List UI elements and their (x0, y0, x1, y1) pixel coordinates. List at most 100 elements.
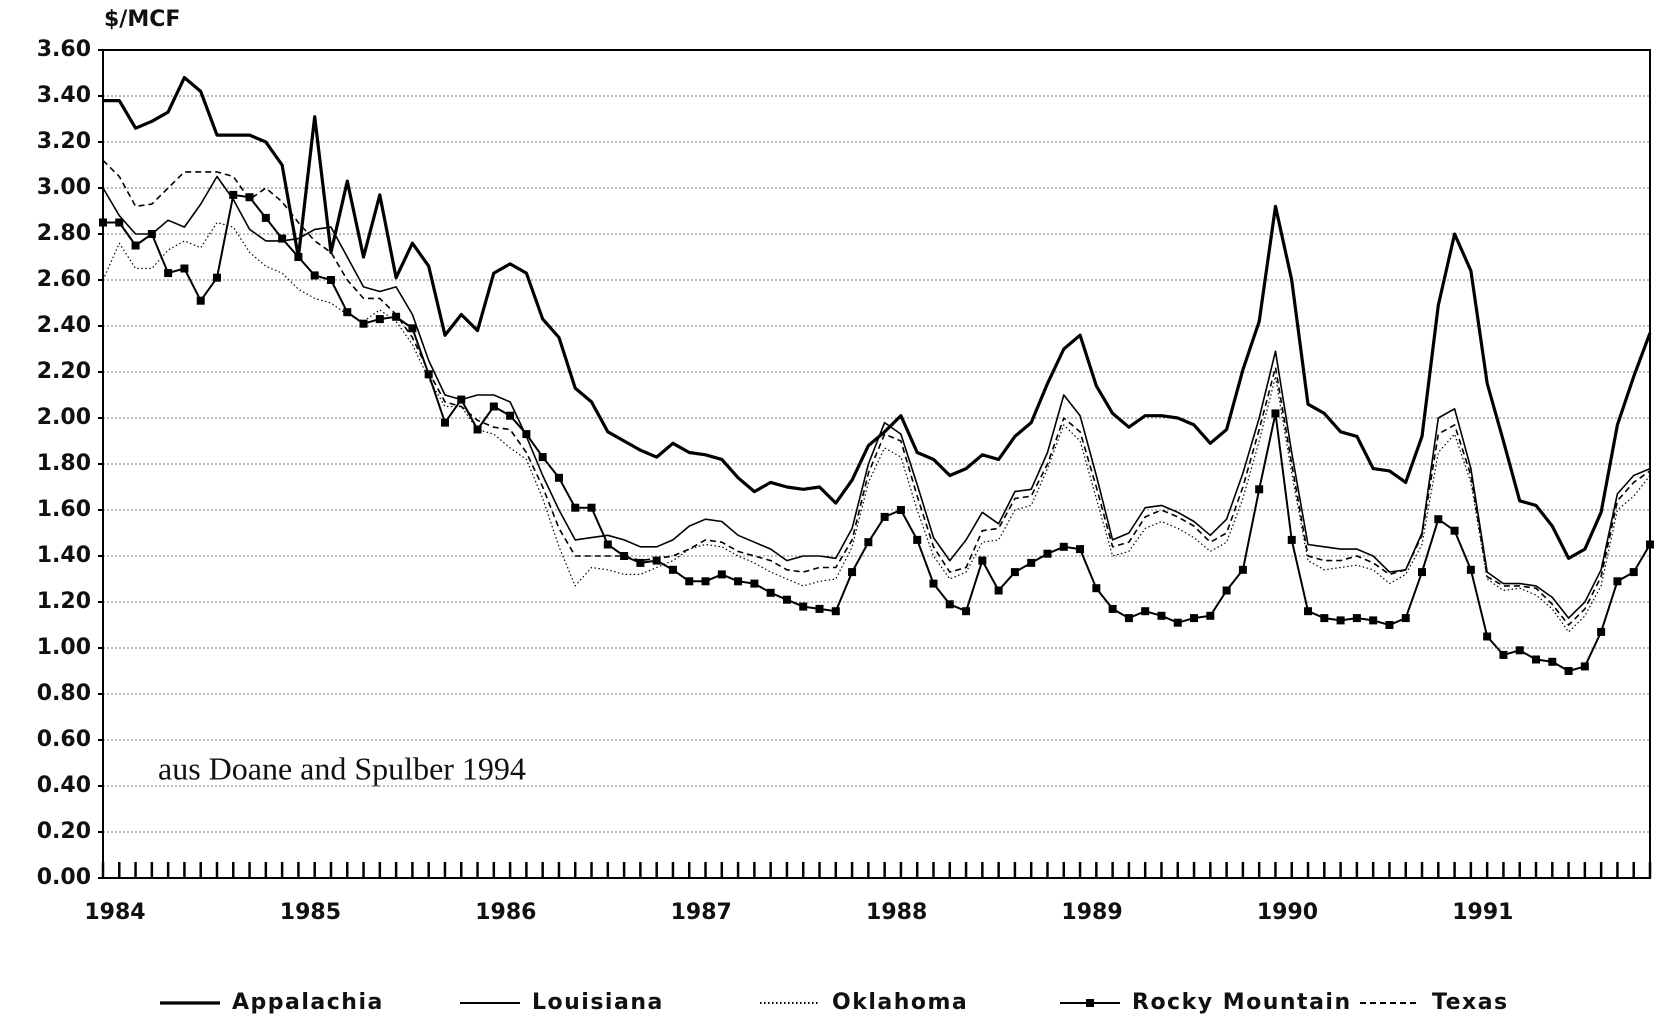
x-tick-label: 1990 (1257, 900, 1318, 925)
point-marker (717, 570, 726, 579)
point-marker (750, 579, 759, 588)
y-tick-label: 0.20 (37, 819, 91, 844)
point-marker (880, 512, 889, 521)
point-marker (1076, 545, 1085, 554)
point-marker (1466, 565, 1475, 574)
point-marker (815, 604, 824, 613)
point-marker (636, 558, 645, 567)
point-marker (506, 411, 515, 420)
y-tick-label: 1.80 (37, 451, 91, 476)
x-tick-label: 1986 (475, 900, 536, 925)
x-tick-label: 1987 (671, 900, 732, 925)
point-marker (1580, 662, 1589, 671)
point-marker (896, 506, 905, 514)
point-marker (1515, 646, 1524, 655)
point-marker (603, 540, 612, 549)
point-marker (1548, 657, 1557, 666)
point-marker (587, 503, 596, 512)
y-tick-label: 3.20 (37, 129, 91, 154)
legend-label: Louisiana (532, 990, 664, 1015)
point-marker (864, 538, 873, 547)
point-marker (1255, 485, 1264, 494)
y-tick-label: 1.60 (37, 497, 91, 522)
point-marker (1027, 558, 1036, 567)
x-tick-label: 1985 (280, 900, 341, 925)
y-tick-label: 1.40 (37, 543, 91, 568)
point-marker (131, 241, 140, 250)
y-tick-label: 2.80 (37, 221, 91, 246)
point-marker (1320, 614, 1329, 623)
point-marker (1499, 650, 1508, 659)
point-marker (945, 600, 954, 609)
y-tick-label: 0.00 (37, 865, 91, 890)
legend-label: Rocky Mountain (1132, 990, 1352, 1015)
point-marker (1059, 542, 1068, 551)
point-marker (848, 568, 857, 577)
point-marker (1206, 611, 1215, 620)
y-tick-label: 2.00 (37, 405, 91, 430)
point-marker (343, 308, 352, 317)
point-marker (620, 552, 629, 560)
point-marker (229, 190, 238, 199)
point-marker (962, 607, 971, 616)
y-tick-label: 0.60 (37, 727, 91, 752)
point-marker (1238, 565, 1247, 574)
y-tick-label: 1.00 (37, 635, 91, 660)
point-marker (701, 577, 710, 586)
point-marker (668, 565, 677, 574)
point-marker (685, 577, 694, 586)
point-marker (457, 395, 466, 404)
point-marker (978, 556, 987, 565)
point-marker (440, 418, 449, 427)
point-marker (913, 535, 922, 544)
series-line (102, 175, 1651, 619)
point-marker (473, 425, 482, 434)
annotation: aus Doane and Spulber 1994 (158, 750, 526, 786)
point-marker (929, 579, 938, 588)
point-marker (1336, 616, 1345, 625)
point-marker (1483, 632, 1492, 641)
point-marker (1108, 604, 1117, 613)
point-marker (294, 253, 303, 261)
point-marker (994, 586, 1003, 595)
point-marker (1304, 607, 1313, 616)
point-marker (1157, 611, 1166, 620)
x-tick-label: 1984 (84, 900, 145, 925)
point-marker (1629, 568, 1638, 577)
point-marker (99, 218, 107, 227)
point-marker (164, 269, 173, 278)
x-tick-label: 1991 (1452, 900, 1513, 925)
point-marker (147, 230, 156, 238)
point-marker (1564, 667, 1573, 675)
point-marker (766, 588, 775, 597)
legend-label: Appalachia (232, 990, 384, 1015)
point-marker (1043, 549, 1052, 558)
point-marker (1124, 614, 1133, 623)
point-marker (278, 234, 287, 243)
point-marker (1173, 618, 1182, 627)
point-marker (180, 264, 189, 273)
point-marker (1646, 540, 1654, 549)
point-marker (1190, 614, 1199, 623)
point-marker (1597, 627, 1606, 636)
y-tick-label: 3.00 (37, 175, 91, 200)
point-marker (652, 556, 661, 565)
legend-label: Oklahoma (832, 990, 968, 1015)
point-marker (571, 503, 580, 512)
point-marker (1613, 577, 1622, 586)
point-marker (245, 193, 254, 202)
y-tick-label: 1.20 (37, 589, 91, 614)
point-marker (424, 370, 433, 379)
point-marker (1418, 568, 1427, 577)
y-tick-label: 2.20 (37, 359, 91, 384)
point-marker (1385, 621, 1394, 629)
point-marker (799, 602, 808, 611)
y-tick-label: 3.60 (37, 37, 91, 62)
point-marker (1222, 586, 1231, 595)
point-marker (1010, 568, 1019, 577)
y-tick-label: 0.80 (37, 681, 91, 706)
point-marker (1141, 607, 1150, 616)
point-marker (538, 453, 547, 462)
point-marker (489, 402, 498, 411)
